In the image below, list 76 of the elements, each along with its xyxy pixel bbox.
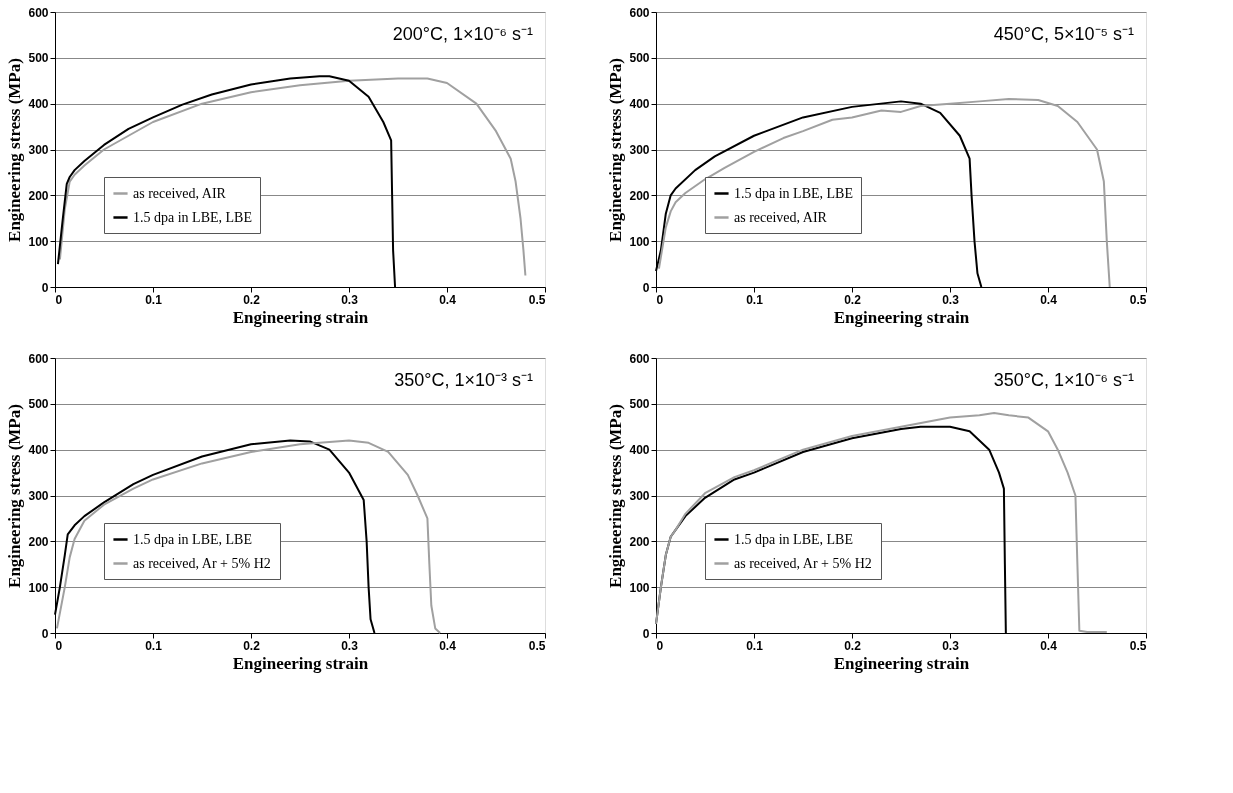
y-tick-label: 500 xyxy=(28,51,49,66)
x-tick-label: 0 xyxy=(55,638,63,653)
legend-label: 1.5 dpa in LBE, LBE xyxy=(133,531,252,547)
legend-label: as received, Ar + 5% H2 xyxy=(133,555,271,571)
line-series xyxy=(655,412,1108,634)
x-tick-label: 0.1 xyxy=(145,292,163,307)
x-tick-label: 0.5 xyxy=(528,292,546,307)
y-tick-label: 500 xyxy=(28,397,49,412)
x-tick-label: 0.4 xyxy=(439,638,457,653)
x-tick-label: 0.2 xyxy=(844,292,862,307)
annotation: 350°C, 1×10⁻⁶ s⁻¹ xyxy=(993,370,1134,390)
y-tick-label: 0 xyxy=(41,626,49,641)
x-tick-label: 0.3 xyxy=(341,638,359,653)
y-tick-label: 200 xyxy=(28,188,49,203)
legend-label: as received, AIR xyxy=(734,209,828,225)
y-tick-label: 500 xyxy=(629,51,650,66)
y-tick-label: 0 xyxy=(642,626,650,641)
y-tick-label: 0 xyxy=(642,280,650,295)
y-tick-label: 300 xyxy=(629,143,650,157)
y-tick-label: 600 xyxy=(28,5,49,20)
annotation: 200°C, 1×10⁻⁶ s⁻¹ xyxy=(392,24,533,44)
y-tick-label: 300 xyxy=(28,143,49,157)
x-tick-label: 0.4 xyxy=(1040,638,1058,653)
x-tick-label: 0.1 xyxy=(145,638,163,653)
y-tick-label: 400 xyxy=(28,443,49,458)
x-tick-label: 0.3 xyxy=(341,292,359,307)
x-tick-label: 0.2 xyxy=(844,638,862,653)
legend-label: 1.5 dpa in LBE, LBE xyxy=(734,531,853,547)
y-axis-title: Engineering stress (MPa) xyxy=(5,404,25,588)
x-tick-label: 0.5 xyxy=(528,638,546,653)
x-tick-label: 0.3 xyxy=(942,292,960,307)
x-tick-label: 0.4 xyxy=(439,292,457,307)
x-tick-label: 0 xyxy=(656,292,664,307)
y-tick-label: 400 xyxy=(28,97,49,112)
y-tick-label: 300 xyxy=(629,489,650,503)
x-axis-title: Engineering strain xyxy=(833,307,970,327)
y-tick-label: 200 xyxy=(629,188,650,203)
y-tick-label: 100 xyxy=(28,580,49,595)
x-axis-title: Engineering strain xyxy=(833,653,970,673)
x-tick-label: 0.2 xyxy=(243,638,261,653)
y-tick-label: 600 xyxy=(629,5,650,20)
x-tick-label: 0 xyxy=(55,292,63,307)
y-tick-label: 400 xyxy=(629,97,650,112)
y-axis-title: Engineering stress (MPa) xyxy=(606,404,626,588)
x-tick-label: 0.3 xyxy=(942,638,960,653)
x-tick-label: 0.5 xyxy=(1129,292,1147,307)
y-axis-title: Engineering stress (MPa) xyxy=(606,58,626,242)
legend-label: as received, AIR xyxy=(133,185,227,201)
legend-label: 1.5 dpa in LBE, LBE xyxy=(734,185,853,201)
line-series xyxy=(55,439,442,634)
y-tick-label: 100 xyxy=(629,234,650,249)
x-tick-label: 0.5 xyxy=(1129,638,1147,653)
annotation: 450°C, 5×10⁻⁵ s⁻¹ xyxy=(993,24,1134,44)
y-tick-label: 600 xyxy=(28,351,49,366)
y-tick-label: 300 xyxy=(28,489,49,503)
y-tick-label: 200 xyxy=(629,534,650,549)
y-tick-label: 200 xyxy=(28,534,49,549)
annotation: 350°C, 1×10⁻³ s⁻¹ xyxy=(394,370,533,390)
x-tick-label: 0.1 xyxy=(746,638,764,653)
x-axis-title: Engineering strain xyxy=(232,653,369,673)
y-tick-label: 600 xyxy=(629,351,650,366)
x-tick-label: 0.2 xyxy=(243,292,261,307)
y-tick-label: 500 xyxy=(629,397,650,412)
x-tick-label: 0.4 xyxy=(1040,292,1058,307)
y-tick-label: 0 xyxy=(41,280,49,295)
line-series xyxy=(58,77,527,277)
y-tick-label: 100 xyxy=(28,234,49,249)
x-axis-title: Engineering strain xyxy=(232,307,369,327)
y-tick-label: 100 xyxy=(629,580,650,595)
y-tick-label: 400 xyxy=(629,443,650,458)
line-series xyxy=(657,98,1111,288)
x-tick-label: 0.1 xyxy=(746,292,764,307)
legend-label: 1.5 dpa in LBE, LBE xyxy=(133,209,252,225)
y-axis-title: Engineering stress (MPa) xyxy=(5,58,25,242)
legend-label: as received, Ar + 5% H2 xyxy=(734,555,872,571)
x-tick-label: 0 xyxy=(656,638,664,653)
